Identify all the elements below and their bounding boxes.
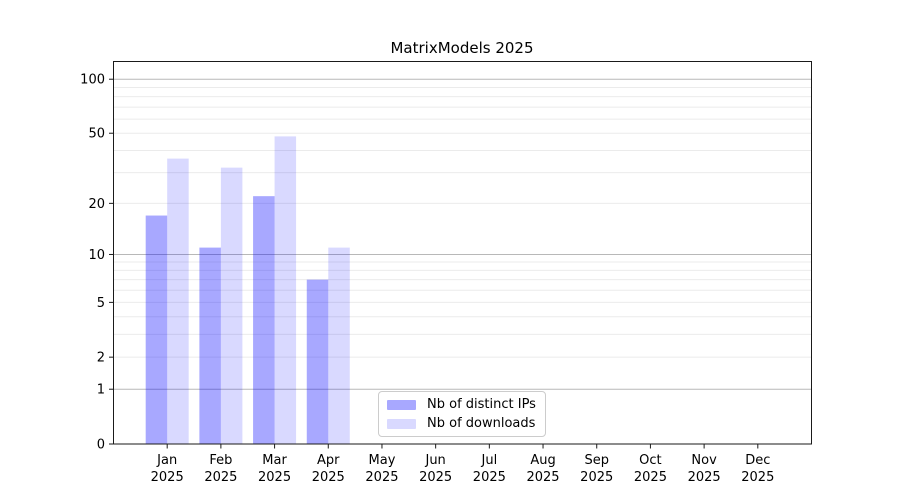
y-tick-label: 0 bbox=[97, 438, 105, 453]
legend-label-distinct-ips: Nb of distinct IPs bbox=[427, 396, 536, 412]
x-tick-label-year: 2025 bbox=[526, 470, 559, 485]
plot-border bbox=[113, 61, 812, 445]
y-tick-label: 20 bbox=[88, 197, 105, 212]
x-tick-label-month: Feb bbox=[209, 453, 232, 468]
x-tick-label-year: 2025 bbox=[473, 470, 506, 485]
x-tick-label-month: Mar bbox=[262, 453, 287, 468]
bar-distinct-ips-feb bbox=[199, 247, 221, 444]
x-tick-label-month: May bbox=[369, 453, 396, 468]
legend-swatch-distinct-ips bbox=[387, 399, 416, 410]
x-tick-label-year: 2025 bbox=[419, 470, 452, 485]
y-tick-label: 1 bbox=[97, 383, 105, 398]
x-tick-label-month: Jun bbox=[424, 453, 445, 468]
x-tick-label-year: 2025 bbox=[634, 470, 667, 485]
bar-distinct-ips-apr bbox=[306, 279, 329, 444]
x-tick-label-month: Sep bbox=[584, 453, 609, 468]
bar-distinct-ips-mar bbox=[253, 196, 275, 444]
legend: Nb of distinct IPs Nb of downloads bbox=[378, 391, 546, 437]
bar-distinct-ips-jan bbox=[145, 215, 168, 444]
x-tick-label-year: 2025 bbox=[580, 470, 613, 485]
x-tick-label-month: Aug bbox=[530, 453, 555, 468]
y-tick-label: 10 bbox=[88, 248, 105, 263]
y-tick-label: 2 bbox=[97, 351, 105, 366]
legend-swatch-downloads bbox=[387, 418, 416, 429]
x-tick-label-month: Apr bbox=[317, 453, 340, 468]
x-tick-label-month: Oct bbox=[639, 453, 661, 468]
x-tick-label-year: 2025 bbox=[741, 470, 774, 485]
legend-label-downloads: Nb of downloads bbox=[427, 415, 536, 431]
bar-downloads-apr bbox=[328, 247, 350, 444]
x-tick-label-month: Nov bbox=[691, 453, 717, 468]
legend-item-distinct-ips: Nb of distinct IPs bbox=[387, 396, 545, 412]
y-tick-label: 5 bbox=[97, 296, 105, 311]
legend-item-downloads: Nb of downloads bbox=[387, 415, 545, 431]
x-tick-label-year: 2025 bbox=[151, 470, 184, 485]
x-tick-label-year: 2025 bbox=[312, 470, 345, 485]
x-tick-label-year: 2025 bbox=[688, 470, 721, 485]
y-tick-label: 50 bbox=[88, 127, 105, 142]
x-tick-label-month: Dec bbox=[745, 453, 770, 468]
bar-downloads-feb bbox=[220, 167, 243, 444]
bar-downloads-mar bbox=[274, 136, 297, 444]
x-tick-label-month: Jul bbox=[481, 453, 498, 468]
bar-downloads-jan bbox=[167, 158, 189, 444]
x-tick-label-year: 2025 bbox=[365, 470, 398, 485]
y-tick-label: 100 bbox=[80, 73, 105, 88]
chart-title: MatrixModels 2025 bbox=[390, 39, 534, 57]
x-tick-label-year: 2025 bbox=[204, 470, 237, 485]
x-tick-label-year: 2025 bbox=[258, 470, 291, 485]
x-tick-label-month: Jan bbox=[156, 453, 177, 468]
